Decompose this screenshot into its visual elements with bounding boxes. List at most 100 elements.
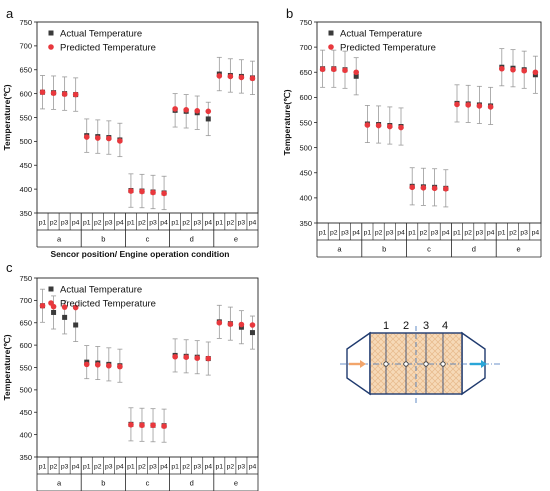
y-tick-label: 350 [19,453,32,462]
position-label: p4 [160,220,168,227]
inlet-arrow [349,360,366,368]
position-label: p1 [83,464,91,471]
outlet-arrow [470,360,487,368]
position-label: p1 [127,220,135,227]
sensor-point-1 [383,361,389,367]
position-label: p2 [138,220,146,227]
predicted-point [387,123,393,130]
position-label: p1 [171,464,179,471]
position-label: p1 [83,220,91,227]
position-label: p4 [72,464,80,471]
group-label: b [382,245,386,254]
predicted-point [454,101,460,108]
legend-actual-marker [48,286,54,292]
position-label: p3 [193,220,201,227]
predicted-point [128,188,134,194]
sensor-label-3: 3 [423,320,429,332]
shared-xlabel: Sencor position/ Engine operation condit… [51,249,230,259]
position-label: p1 [127,464,135,471]
legend-actual-label: Actual Temperature [340,29,422,40]
y-tick-label: 750 [299,18,312,27]
position-label: p4 [442,230,450,237]
predicted-point [249,322,256,328]
group-label: c [427,245,431,254]
position-label: p3 [105,220,113,227]
panel-b: b 350 400 450 500 550 600 650 700 750 Temperature(… [282,6,542,258]
predicted-point [216,319,223,326]
position-label: p1 [364,230,372,237]
position-label: p1 [408,230,416,237]
position-label: p4 [204,220,212,227]
predicted-point [139,188,145,195]
actual-point [51,309,57,315]
predicted-point [39,302,46,309]
position-label: p4 [487,230,495,237]
predicted-point [194,355,201,361]
sensor-label-2: 2 [403,320,409,332]
sensor-label-1: 1 [383,320,389,332]
position-label: p2 [138,464,146,471]
y-tick-label: 750 [19,274,32,283]
y-tick-label: 500 [19,386,32,395]
legend-actual-label: Actual Temperature [60,285,142,296]
legend-actual-marker [48,30,54,36]
actual-point [205,116,211,122]
position-label: p1 [216,220,224,227]
y-tick-label: 650 [299,68,312,77]
y-axis-label: Temperature(℃) [282,89,292,155]
y-tick-label: 600 [299,93,312,102]
group-label: d [190,235,194,244]
converter-diagram: 1 2 3 4 [340,320,502,404]
position-label: p2 [94,464,102,471]
predicted-point [375,122,382,129]
predicted-point [409,184,416,191]
legend-actual-label: Actual Temperature [60,29,142,40]
position-label: p1 [216,464,224,471]
predicted-point [94,135,101,141]
position-label: p2 [375,230,383,237]
predicted-point [499,65,505,72]
position-label: p4 [204,464,212,471]
y-tick-label: 700 [299,43,312,52]
predicted-point [420,185,427,191]
panel-label: a [6,6,14,21]
actual-point [73,322,79,328]
predicted-point [510,66,516,73]
predicted-point [532,69,539,76]
position-label: p4 [532,230,540,237]
predicted-point [205,355,212,362]
actual-point [249,330,255,336]
position-label: p1 [453,230,461,237]
sensor-point-2 [403,361,409,367]
position-label: p4 [160,464,168,471]
position-label: p1 [171,220,179,227]
panel-label: b [286,6,293,21]
actual-point [353,73,359,79]
y-tick-label: 450 [19,408,32,417]
position-label: p3 [238,464,246,471]
legend-predicted-label: Predicted Temperature [60,43,156,54]
predicted-point [238,74,245,81]
legend-predicted-marker [48,44,54,50]
position-label: p4 [116,464,124,471]
position-label: p2 [50,220,58,227]
group-label: a [57,479,62,488]
predicted-point [443,186,449,192]
position-label: p2 [182,220,190,227]
predicted-point [106,362,112,369]
group-label: e [234,479,238,488]
y-tick-label: 550 [19,113,32,122]
predicted-point [106,135,112,142]
predicted-point [205,108,212,115]
predicted-point [150,189,156,196]
y-tick-label: 500 [19,137,32,146]
predicted-point [331,66,337,73]
position-label: p2 [50,464,58,471]
group-label: b [101,479,105,488]
predicted-point [227,73,234,80]
predicted-point [117,138,123,144]
position-label: p4 [72,220,80,227]
group-label: a [337,245,342,254]
y-tick-label: 400 [299,194,312,203]
